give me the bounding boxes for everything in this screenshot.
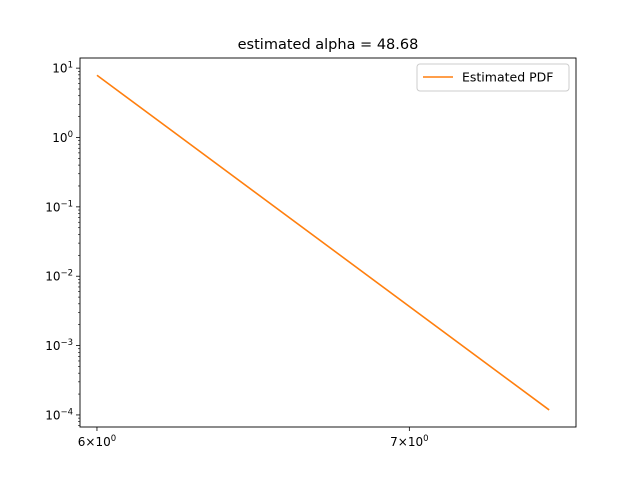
legend-box xyxy=(416,63,570,92)
y-tick-label: 101 xyxy=(52,61,73,76)
axes-frame xyxy=(79,57,577,428)
x-tick-label: 7×100 xyxy=(390,434,428,449)
x-tick-label: 6×100 xyxy=(78,434,116,449)
y-tick-label: 10−3 xyxy=(45,338,73,353)
x-axis: 6×100 7×100 xyxy=(78,427,429,449)
legend: Estimated PDF xyxy=(416,63,570,92)
series-layer xyxy=(96,74,550,411)
y-tick-label: 10−4 xyxy=(45,407,73,422)
y-tick-label: 100 xyxy=(52,130,73,145)
y-axis: 101 100 10−1 10−2 10−3 10−4 xyxy=(45,61,80,426)
y-tick-label: 10−1 xyxy=(45,199,73,214)
y-tick-label: 10−2 xyxy=(45,269,73,284)
series-line-0 xyxy=(96,74,550,411)
chart-title: estimated alpha = 48.68 xyxy=(238,37,419,53)
legend-label: Estimated PDF xyxy=(462,70,553,85)
